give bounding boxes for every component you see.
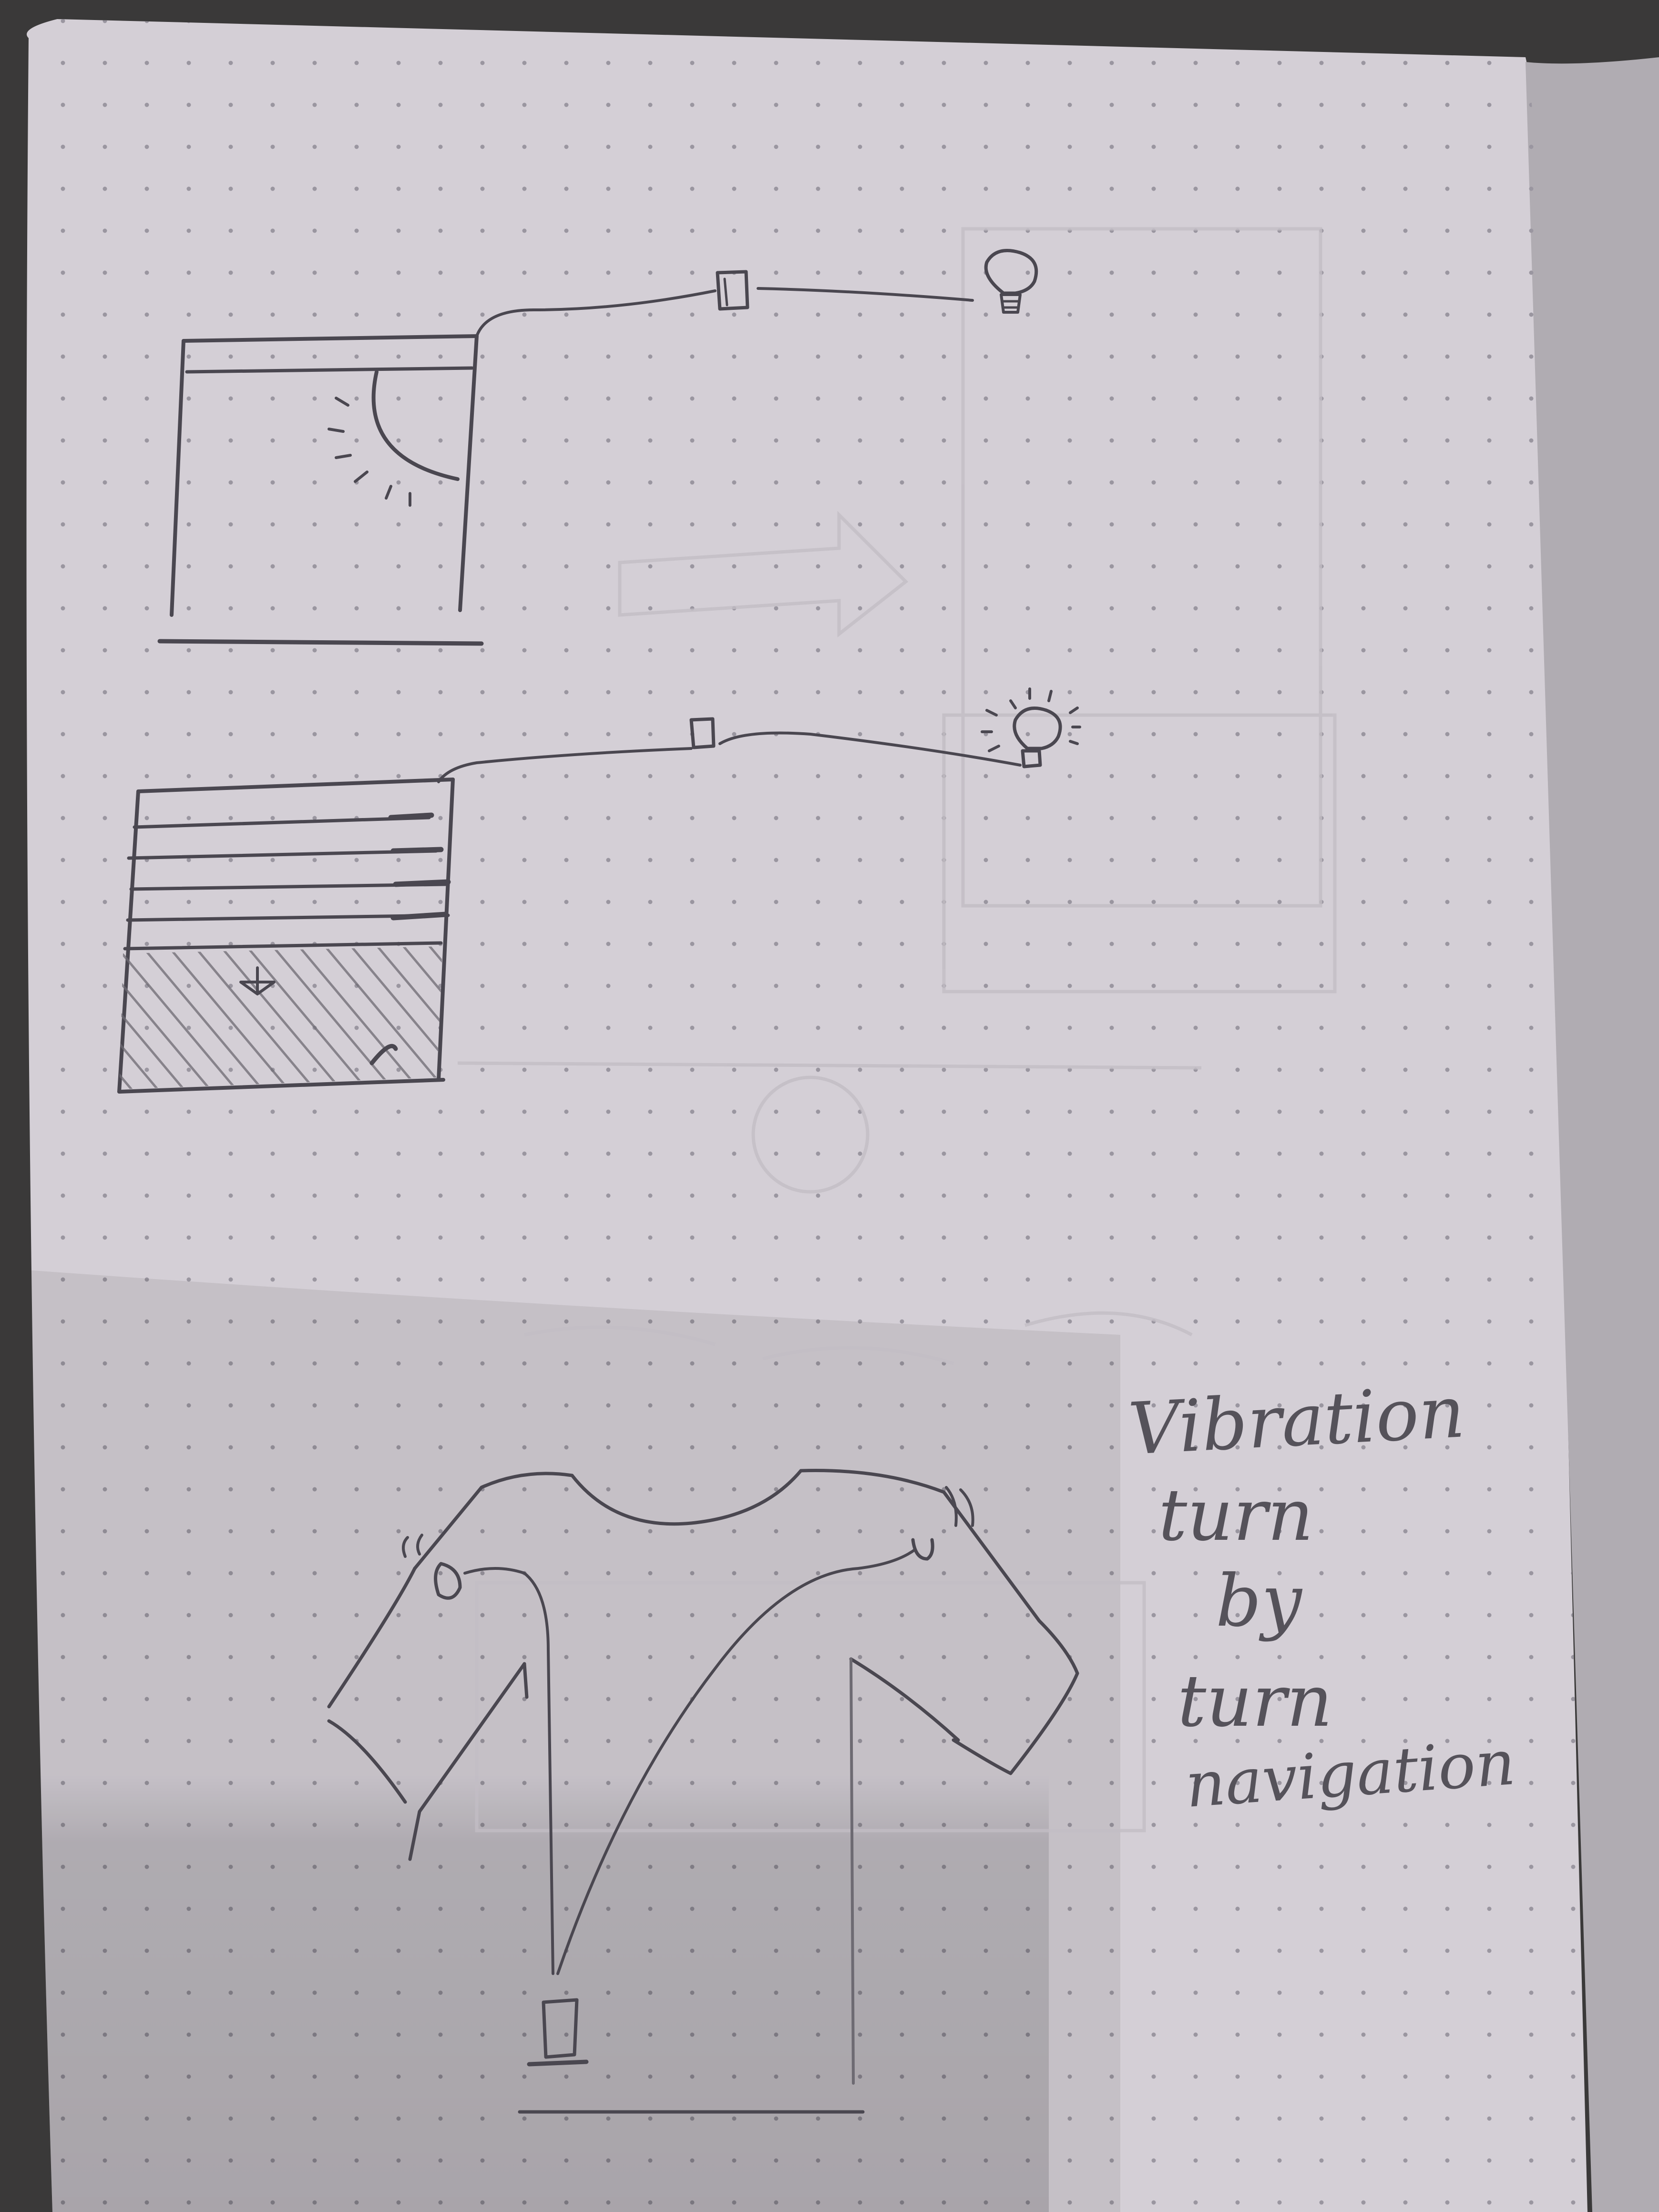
annotation-line-2: turn <box>1158 1474 1313 1557</box>
wire <box>437 731 1022 783</box>
vibration-motor-right-icon <box>911 1486 974 1561</box>
middle-sketch <box>117 687 1081 1094</box>
top-sketch <box>157 249 1038 646</box>
wire <box>475 287 974 338</box>
annotation-line-1: Vibration <box>1126 1371 1467 1471</box>
bottom-sketch <box>327 1469 1079 2114</box>
ghost-sketch <box>457 227 1337 1833</box>
annotation-line-3: by <box>1216 1560 1303 1643</box>
water-tank <box>117 778 455 1094</box>
vibration-motor-left-icon <box>402 1534 462 1600</box>
controller-box-icon <box>527 1998 589 2067</box>
controller-box-icon <box>716 270 749 311</box>
wire <box>463 1548 917 1975</box>
annotation-line-4: turn <box>1178 1660 1332 1743</box>
t-shirt <box>327 1469 1079 2114</box>
light-bulb-icon <box>984 249 1038 314</box>
sun-icon <box>328 370 460 507</box>
window-frame <box>157 334 484 646</box>
controller-box-icon <box>689 717 716 749</box>
annotation: Vibration turn by turn navigation <box>1126 1371 1517 1822</box>
light-bulb-icon <box>981 687 1081 768</box>
